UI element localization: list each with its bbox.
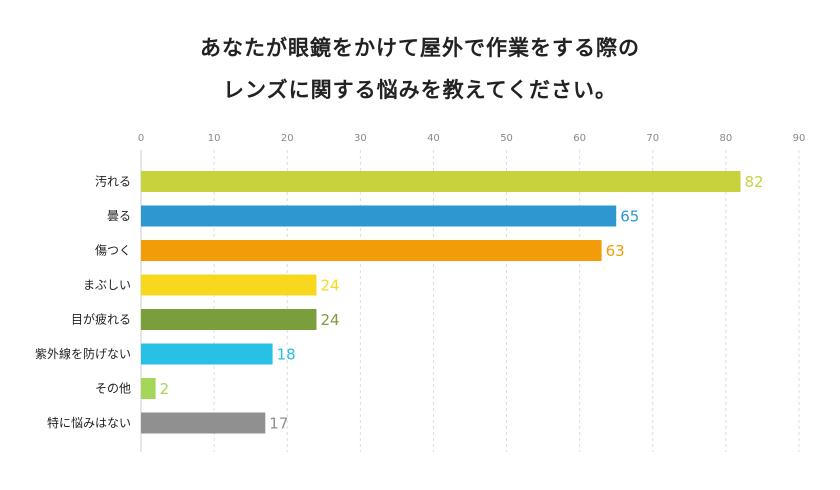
value-label: 17: [269, 415, 288, 433]
bar: [141, 240, 602, 261]
category-label: まぶしい: [83, 278, 131, 292]
x-tick-label: 90: [793, 133, 806, 144]
x-tick-label: 80: [720, 133, 733, 144]
category-label: 目が疲れる: [71, 312, 131, 327]
category-label: 汚れる: [95, 175, 131, 189]
bar: [141, 412, 266, 434]
bar: [141, 274, 317, 296]
category-label: 紫外線を防げない: [35, 346, 131, 361]
value-label: 24: [320, 311, 339, 329]
category-label: その他: [95, 382, 131, 396]
bar: [141, 205, 617, 227]
category-label: 曇る: [107, 209, 131, 223]
bar: [141, 171, 741, 192]
category-label: 傷つく: [95, 243, 131, 258]
x-tick-label: 10: [208, 133, 221, 144]
chart-title-line-2: レンズに関する悩みを教えてください。: [223, 78, 617, 102]
category-label: 特に悩みはない: [47, 415, 131, 430]
bar: [141, 309, 317, 330]
value-label: 82: [745, 173, 764, 191]
bar: [141, 343, 273, 365]
x-tick-label: 50: [500, 133, 513, 144]
x-tick-label: 40: [427, 133, 440, 144]
value-label: 63: [606, 242, 625, 260]
bar: [141, 378, 156, 399]
x-tick-label: 60: [573, 133, 586, 144]
x-tick-label: 0: [138, 133, 144, 144]
x-tick-label: 30: [354, 133, 367, 144]
value-label: 65: [620, 208, 639, 226]
x-tick-label: 70: [646, 133, 659, 144]
x-tick-label: 20: [281, 133, 294, 144]
chart-title-line-1: あなたが眼鏡をかけて屋外で作業をする際の: [200, 36, 640, 60]
value-label: 18: [277, 346, 296, 364]
value-label: 2: [160, 380, 170, 398]
value-label: 24: [320, 277, 339, 295]
